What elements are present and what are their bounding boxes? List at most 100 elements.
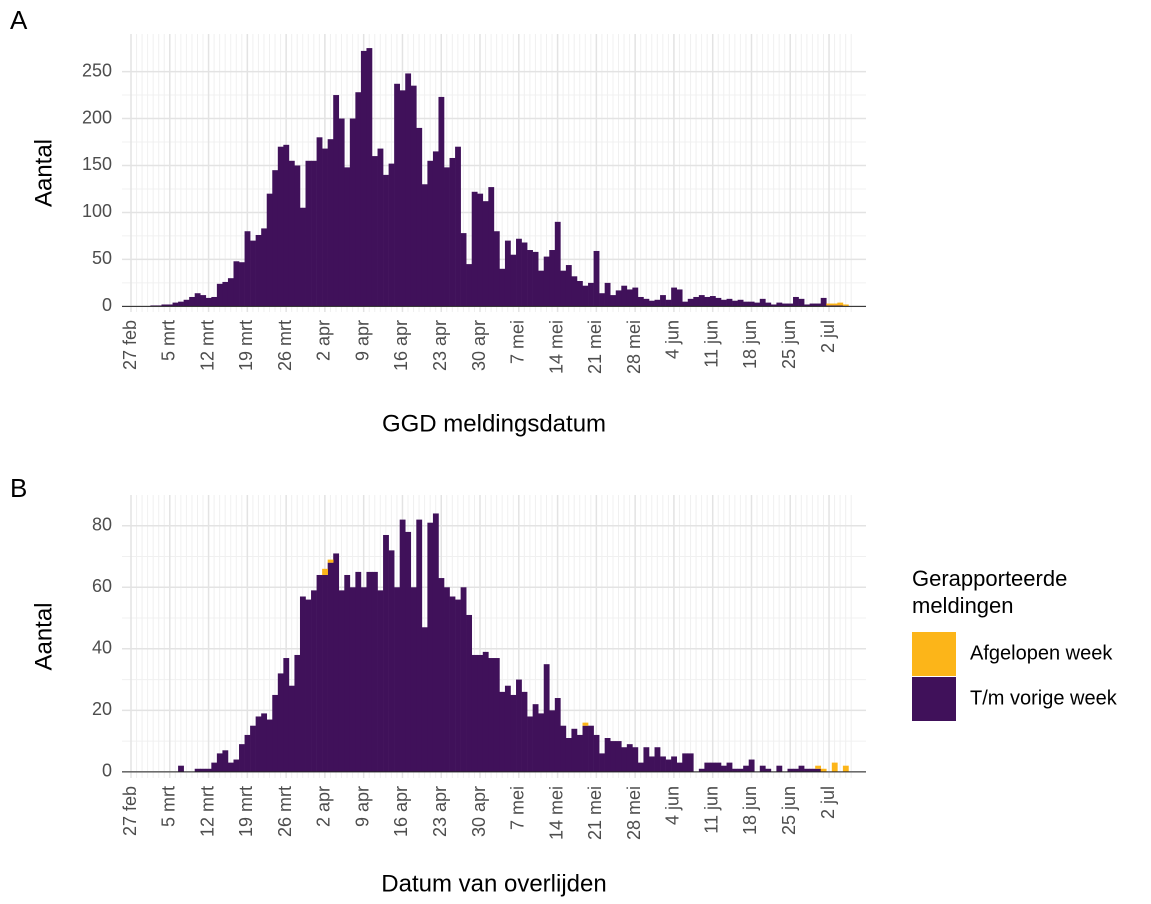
bar: [776, 765, 783, 772]
bar: [554, 698, 561, 772]
bar: [311, 160, 317, 307]
bar: [471, 191, 478, 307]
bar: [444, 167, 450, 307]
bar: [349, 587, 356, 772]
bar: [549, 710, 556, 772]
bar: [344, 574, 351, 772]
bar: [721, 765, 727, 772]
bar: [388, 550, 395, 772]
bar: [743, 301, 750, 307]
bar: [787, 303, 794, 307]
bar: [565, 265, 572, 307]
bar: [726, 298, 733, 307]
bar: [504, 685, 511, 772]
bar: [460, 587, 467, 772]
bar: [261, 713, 268, 772]
bar: [615, 290, 622, 307]
bar: [299, 207, 306, 307]
bar: [477, 654, 484, 772]
bar: [820, 768, 827, 772]
bar: [660, 756, 666, 772]
bar: [421, 184, 428, 307]
bar: [815, 765, 822, 769]
x-tick-label: 11 jun: [701, 786, 721, 834]
bar: [637, 762, 644, 772]
bar: [244, 231, 251, 307]
legend-title: Gerapporteerde meldingen: [912, 566, 1068, 618]
legend-label: Afgelopen week: [970, 642, 1113, 664]
bar: [288, 160, 295, 307]
bar: [698, 295, 705, 307]
x-tick-label: 18 jun: [740, 320, 760, 369]
bar: [239, 744, 245, 772]
bar: [383, 174, 389, 307]
bar: [488, 187, 495, 307]
bar: [327, 139, 334, 307]
bar: [371, 156, 378, 307]
legend-key: [912, 677, 956, 721]
bar: [294, 654, 301, 772]
bar: [632, 747, 639, 772]
x-tick-label: 16 apr: [391, 320, 411, 371]
bar: [338, 118, 345, 307]
bar: [455, 599, 461, 772]
x-tick-label: 21 mei: [585, 320, 605, 374]
x-axis-title: GGD meldingsdatum: [382, 410, 606, 437]
bar: [349, 118, 356, 307]
bar: [277, 146, 284, 307]
bar: [809, 303, 816, 307]
bar: [322, 148, 328, 307]
bar: [366, 571, 373, 772]
bar: [809, 768, 816, 772]
bar: [648, 756, 655, 772]
bar: [316, 137, 323, 307]
bar: [327, 562, 334, 772]
bar: [516, 679, 522, 772]
bar: [737, 768, 744, 772]
y-tick-label: 80: [92, 515, 112, 535]
bar: [660, 295, 666, 307]
x-tick-label: 14 mei: [546, 786, 566, 840]
bar: [438, 96, 445, 307]
bar: [366, 48, 373, 307]
bar: [715, 762, 722, 772]
bar: [466, 614, 473, 772]
bar: [482, 201, 489, 307]
bar: [571, 728, 578, 772]
bar: [410, 587, 417, 772]
bar: [527, 716, 533, 772]
bar: [626, 744, 633, 772]
bar: [416, 127, 423, 307]
x-tick-label: 28 mei: [624, 320, 644, 374]
bar: [593, 250, 600, 307]
bar: [560, 725, 567, 772]
bar: [466, 264, 473, 307]
bar: [538, 270, 545, 307]
bar: [499, 268, 506, 307]
bar: [510, 254, 517, 307]
bar: [421, 627, 428, 772]
bar: [842, 304, 849, 307]
bar: [693, 296, 700, 307]
bar: [599, 753, 605, 772]
y-tick-label: 40: [92, 638, 112, 658]
bar: [804, 768, 810, 772]
bar: [798, 765, 805, 772]
x-tick-label: 12 mrt: [197, 320, 217, 371]
bar: [288, 685, 295, 772]
bar: [588, 282, 594, 307]
bar: [604, 282, 611, 307]
bar: [737, 299, 744, 307]
bar: [493, 231, 500, 307]
bar: [643, 747, 650, 772]
bar: [388, 163, 395, 307]
bar: [189, 296, 196, 307]
bar: [671, 287, 677, 307]
bar: [560, 270, 567, 307]
x-tick-label: 30 apr: [469, 320, 489, 371]
bar: [654, 747, 661, 772]
bar: [355, 92, 362, 307]
x-tick-label: 30 apr: [469, 786, 489, 837]
x-tick-label: 23 apr: [430, 320, 450, 371]
